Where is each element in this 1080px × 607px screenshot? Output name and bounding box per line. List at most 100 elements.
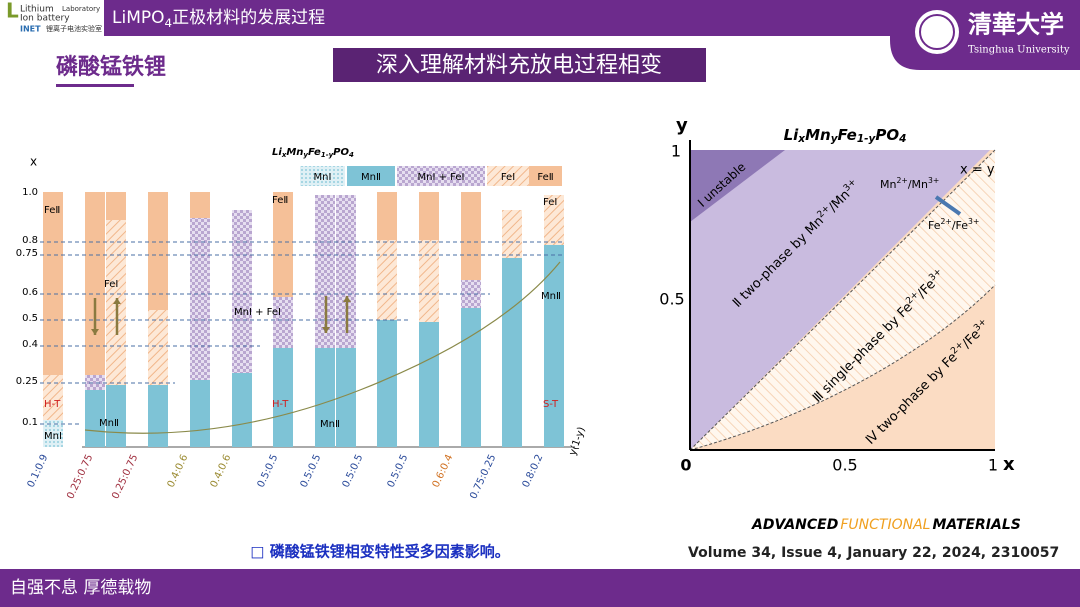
- bar-segment: [377, 240, 397, 320]
- x-tick-label: 0.5:0.5: [341, 453, 366, 490]
- x-tick-label: 1: [988, 456, 998, 475]
- banner: 深入理解材料充放电过程相变: [376, 53, 662, 78]
- arrow: [934, 195, 962, 216]
- formula: LixMnyFe1-yPO4: [272, 147, 354, 159]
- footer-motto: 自强不息 厚德载物: [10, 578, 151, 598]
- journal: ADVANCED FUNCTIONAL MATERIALS: [751, 517, 1021, 533]
- bar-segment: [544, 195, 564, 245]
- bar-segment: [336, 348, 356, 447]
- annotation: H-T: [272, 399, 289, 410]
- x-tick-label: 0.8:0.2: [521, 453, 546, 490]
- x-tick-label: 0.5:0.5: [299, 453, 324, 490]
- x-tick-label: 0.25:0.75: [65, 453, 95, 501]
- bar-segment: [502, 210, 522, 258]
- logo: L: [6, 0, 19, 23]
- bar-segment: [461, 308, 481, 447]
- bar-segment: [336, 195, 356, 348]
- diagonal-line: [689, 149, 996, 451]
- annotation: H-T: [44, 399, 61, 410]
- university-seal: [915, 10, 959, 54]
- bar-segment: [106, 385, 126, 447]
- section-underline: [56, 84, 134, 87]
- axis-label: y(1-y): [567, 426, 587, 458]
- bar-segment: [148, 192, 168, 310]
- bar-segment: [190, 380, 210, 447]
- logo-text: Ion battery: [20, 14, 70, 24]
- bar-segment: [273, 297, 293, 348]
- note: □ 磷酸锰铁锂相变特性受多因素影响。: [250, 543, 509, 561]
- logo-box: [0, 0, 104, 36]
- arrow-head: [322, 327, 330, 333]
- x-tick-label: 0.4:0.6: [209, 453, 234, 490]
- annotation: MnⅡ: [320, 419, 340, 430]
- y-tick-label: 0.8: [22, 235, 38, 246]
- university-name: 清華大学: [968, 10, 1064, 39]
- annotation: S-T: [543, 399, 559, 410]
- arrow-head: [113, 298, 121, 304]
- axis-label: x: [1003, 454, 1015, 475]
- bar-segment: [273, 192, 293, 297]
- bar-segment: [315, 348, 335, 447]
- legend-label: MnⅠ: [314, 172, 332, 183]
- bar-segment: [148, 310, 168, 385]
- bar-segment: [273, 348, 293, 447]
- bar-segment: [43, 375, 63, 420]
- annotation: FeⅠ: [543, 197, 557, 208]
- bar-segment: [419, 240, 439, 322]
- annotation: MnⅡ: [541, 291, 561, 302]
- trend-curve: [84, 261, 561, 434]
- x-tick-label: 0.6:0.4: [431, 453, 456, 490]
- bar-segment: [232, 373, 252, 447]
- couple-label: Fe2+/Fe3+: [928, 217, 979, 232]
- annotation: MnⅠ + FeⅠ: [234, 307, 281, 318]
- annotation: FeⅠ: [104, 279, 118, 290]
- banner-box: [333, 48, 706, 82]
- x-tick-label: 0.5: [832, 456, 857, 475]
- y-tick-label: 0.5: [22, 313, 38, 324]
- diagonal-label: x = y: [960, 163, 995, 178]
- arrow-head: [91, 329, 99, 335]
- couple-label: Mn2+/Mn3+: [880, 176, 939, 191]
- bar-segment: [544, 245, 564, 447]
- x-tick-label: 0.5:0.5: [256, 453, 281, 490]
- bar-segment: [43, 420, 63, 447]
- bar-segment: [85, 375, 105, 390]
- header-title: LiMPO4正极材料的发展过程: [112, 8, 325, 30]
- legend-swatch: [397, 166, 485, 186]
- y-tick-label: 1.0: [22, 187, 38, 198]
- bar-segment: [43, 192, 63, 375]
- bar-segment: [315, 195, 335, 348]
- university-seal: [919, 14, 955, 50]
- university-name-en: Tsinghua University: [968, 45, 1070, 56]
- annotation: MnⅡ: [99, 418, 119, 429]
- axis-label: x: [30, 155, 37, 169]
- y-tick-label: 0.4: [22, 339, 38, 350]
- legend-swatch: [529, 166, 562, 186]
- y-tick-label: 0.6: [22, 287, 38, 298]
- bar-segment: [461, 192, 481, 280]
- formula: LixMnyFe1-yPO4: [784, 126, 907, 146]
- legend-swatch: [487, 166, 529, 186]
- legend-label: MnⅡ: [361, 172, 381, 183]
- boundary: [689, 284, 996, 451]
- y-tick-label: 0.1: [22, 417, 38, 428]
- annotation: FeⅡ: [44, 205, 60, 216]
- legend-swatch: [300, 166, 345, 186]
- x-tick-label: 0.25:0.75: [110, 453, 140, 501]
- y-tick-label: 1: [671, 142, 681, 161]
- logo-text: Lithium: [20, 5, 54, 15]
- bar-segment: [419, 192, 439, 240]
- legend-label: FeⅡ: [537, 172, 553, 183]
- x-tick-label: 0.5:0.5: [386, 453, 411, 490]
- legend-label: MnⅠ + FeⅠ: [418, 172, 465, 183]
- bar-segment: [106, 192, 126, 220]
- right-figure: LixMnyFe1-yPO4 y x 1 0.5 0 0.5 1 x = y M…: [659, 115, 1015, 475]
- citation: Volume 34, Issue 4, January 22, 2024, 23…: [688, 545, 1059, 561]
- y-tick-label: 0.25: [16, 376, 38, 387]
- bar-segment: [190, 218, 210, 380]
- bar-segment: [502, 258, 522, 447]
- x-tick-label: 0.75:0.25: [468, 453, 498, 501]
- x-tick-label: 0.1:0.9: [26, 453, 51, 490]
- logo-text: INET: [20, 25, 41, 34]
